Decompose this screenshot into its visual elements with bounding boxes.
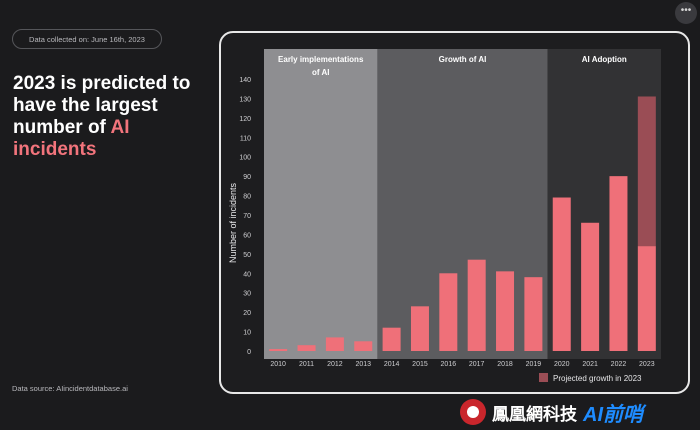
data-source: Data source: AIincidentdatabase.ai xyxy=(12,384,128,393)
x-tick-label: 2023 xyxy=(639,361,655,368)
x-tick-label: 2019 xyxy=(526,361,542,368)
bar-2016 xyxy=(439,273,458,351)
x-tick-label: 2018 xyxy=(497,361,513,368)
more-options-button[interactable]: ••• xyxy=(675,2,697,24)
y-tick-label: 130 xyxy=(239,96,251,103)
headline-text: 2023 is predicted to have the largest nu… xyxy=(13,73,191,138)
x-tick-label: 2020 xyxy=(554,361,570,368)
bar-2022 xyxy=(609,176,628,351)
headline: 2023 is predicted to have the largest nu… xyxy=(13,73,213,161)
bar-2023-projected xyxy=(637,96,656,247)
bar-2023 xyxy=(637,246,656,351)
x-tick-label: 2017 xyxy=(469,361,485,368)
y-tick-label: 100 xyxy=(239,155,251,162)
x-tick-label: 2014 xyxy=(384,361,400,368)
y-tick-label: 0 xyxy=(247,349,251,356)
bar-2021 xyxy=(581,222,600,351)
x-tick-label: 2022 xyxy=(611,361,627,368)
data-collected-label: Data collected on: June 16th, 2023 xyxy=(12,29,162,49)
y-tick-label: 120 xyxy=(239,116,251,123)
x-tick-label: 2016 xyxy=(441,361,457,368)
bar-2011 xyxy=(297,345,316,351)
bar-2018 xyxy=(496,271,515,351)
period-label: AI Adoption xyxy=(582,55,627,64)
y-tick-label: 90 xyxy=(243,174,251,181)
y-tick-label: 20 xyxy=(243,310,251,317)
chart-card: Early implementations of AI Growth of AI AI… xyxy=(219,31,690,394)
watermark-brand: AI前哨 xyxy=(583,403,643,426)
bar-2010 xyxy=(269,349,288,351)
bar-2019 xyxy=(524,277,543,351)
legend-swatch xyxy=(539,373,548,382)
bar-2015 xyxy=(410,306,429,351)
ellipsis-icon: ••• xyxy=(680,5,692,16)
period-band xyxy=(264,49,378,359)
bar-2012 xyxy=(325,337,344,351)
x-tick-label: 2012 xyxy=(327,361,343,368)
y-tick-label: 40 xyxy=(243,271,251,278)
period-label: Growth of AI xyxy=(439,55,487,64)
incidents-bar-chart: Early implementations of AI Growth of AI AI… xyxy=(228,49,661,383)
bar-2014 xyxy=(382,327,401,351)
watermark-text: 鳳凰網科技 xyxy=(492,404,577,424)
headline-accent: AI incidents xyxy=(13,117,130,160)
x-tick-label: 2010 xyxy=(270,361,286,368)
bar-2013 xyxy=(354,341,373,351)
bar-2020 xyxy=(552,197,571,351)
y-tick-label: 80 xyxy=(243,194,251,201)
watermark: 鳳凰網科技 AI前哨 xyxy=(460,398,643,426)
period-label: Early implementations xyxy=(278,55,364,64)
phoenix-logo-icon xyxy=(460,399,486,425)
y-tick-label: 60 xyxy=(243,232,251,239)
period-band xyxy=(377,49,548,359)
y-tick-label: 50 xyxy=(243,252,251,259)
y-tick-label: 70 xyxy=(243,213,251,220)
x-tick-label: 2015 xyxy=(412,361,428,368)
y-tick-label: 30 xyxy=(243,291,251,298)
x-tick-label: 2013 xyxy=(355,361,371,368)
y-tick-label: 10 xyxy=(243,330,251,337)
legend-label: Projected growth in 2023 xyxy=(553,374,642,383)
x-tick-label: 2021 xyxy=(582,361,598,368)
y-axis-label: Number of incidents xyxy=(228,182,238,263)
period-label: of AI xyxy=(312,68,329,77)
x-tick-label: 2011 xyxy=(299,361,314,368)
bar-2017 xyxy=(467,259,486,351)
y-tick-label: 140 xyxy=(239,77,251,84)
y-tick-label: 110 xyxy=(240,135,251,142)
